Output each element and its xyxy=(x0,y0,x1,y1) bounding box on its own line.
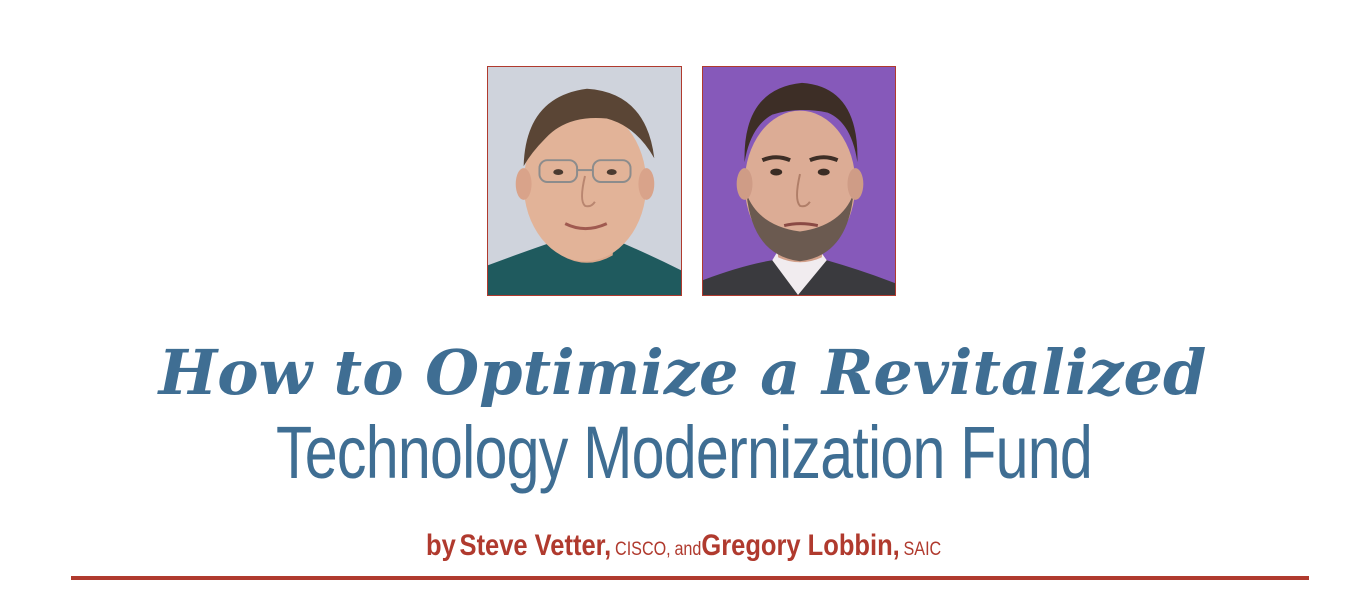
author-photo-gregory-lobbin xyxy=(702,66,896,296)
byline: by Steve Vetter, CISCO, andGregory Lobbi… xyxy=(104,528,1264,569)
author-photo-steve-vetter xyxy=(487,66,682,296)
author-1-name: Steve Vetter, xyxy=(459,529,612,562)
divider-rule xyxy=(71,576,1309,580)
article-title-line-1: How to Optimize a Revitalized xyxy=(158,336,1207,409)
article-title-line-2: Technology Modernization Fund xyxy=(276,411,1093,494)
byline-conjunction: and xyxy=(674,539,702,560)
author-2-name: Gregory Lobbin, xyxy=(701,529,900,562)
author-1-org: CISCO, xyxy=(615,539,671,560)
author-2-org: SAIC xyxy=(903,539,942,560)
byline-prefix: by xyxy=(426,529,456,562)
